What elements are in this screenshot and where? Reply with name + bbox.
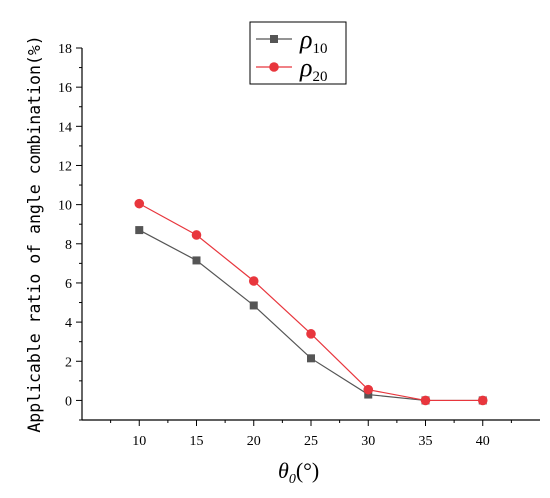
series-line: [138, 203, 483, 402]
data-point: [477, 395, 488, 406]
y-tick-label: 6: [65, 277, 72, 292]
legend-label-subscript: 10: [312, 41, 327, 57]
data-point: [306, 329, 316, 339]
x-tick-label: 40: [476, 434, 490, 449]
legend-box: [249, 21, 347, 85]
x-tick-label: 10: [132, 434, 146, 449]
legend-label-subscript: 20: [312, 69, 327, 85]
legend-marker: [270, 35, 278, 43]
series-line: [138, 229, 483, 402]
x-tick-label: 25: [304, 434, 318, 449]
x-axis-label-symbol: θ: [278, 458, 289, 483]
y-tick-label: 18: [58, 42, 72, 57]
data-point: [134, 198, 145, 209]
x-tick-label: 15: [190, 434, 204, 449]
legend-item: ρ10: [256, 25, 327, 57]
y-tick-label: 4: [65, 316, 72, 331]
y-axis-label: Applicable ratio of angle combination(%): [25, 35, 44, 432]
x-tick-label: 35: [419, 434, 433, 449]
y-tick-label: 16: [58, 81, 72, 96]
data-point: [135, 226, 144, 235]
data-point: [191, 230, 202, 240]
y-tick-label: 12: [58, 159, 72, 174]
data-point: [307, 354, 315, 363]
y-tick-label: 2: [65, 355, 72, 370]
legend-marker: [269, 62, 279, 72]
legend-label-symbol: ρ: [299, 25, 312, 54]
x-tick-label: 20: [247, 434, 261, 449]
x-axis-label-subscript: 0: [289, 472, 296, 487]
data-point: [420, 395, 431, 406]
y-tick-label: 0: [65, 394, 72, 409]
data-point: [192, 256, 201, 265]
legend-label: ρ20: [299, 53, 327, 85]
series-2: [134, 198, 488, 406]
legend-item: ρ20: [256, 53, 327, 85]
y-tick-label: 14: [58, 120, 72, 135]
data-point: [364, 390, 373, 399]
y-tick-label: 10: [58, 199, 72, 214]
x-axis-label: θ0(°): [278, 458, 319, 487]
data-point: [248, 276, 259, 286]
x-tick-label: 30: [361, 434, 375, 449]
data-point: [249, 301, 258, 310]
data-point: [363, 384, 374, 395]
series-layer: [134, 198, 488, 406]
legend-label: ρ10: [299, 25, 327, 57]
x-axis-label-unit: (°): [296, 458, 319, 483]
legend-label-symbol: ρ: [299, 53, 312, 82]
y-tick-label: 8: [65, 238, 72, 253]
series-1: [135, 226, 487, 405]
axes: 0 2 4 6 8 10 12 14 16 18 10 15 20 25 30 35 40: [58, 42, 540, 449]
